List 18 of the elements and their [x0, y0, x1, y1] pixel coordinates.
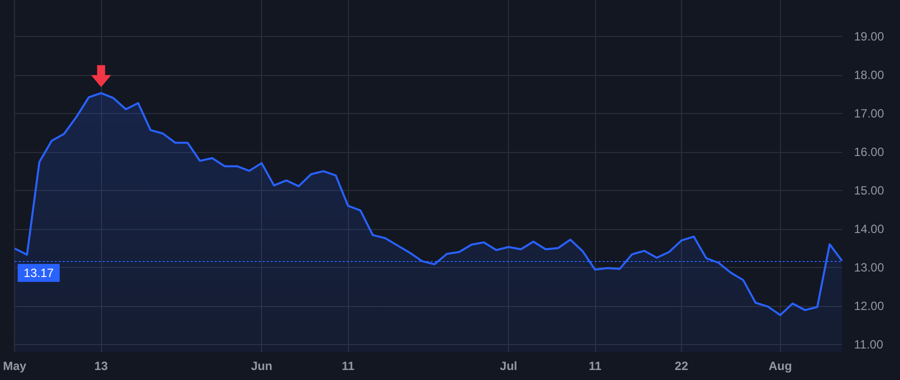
y-tick-label: 11.00: [854, 337, 884, 352]
y-tick-label: 16.00: [854, 144, 884, 159]
ref-line-label: 13.17: [24, 266, 54, 280]
x-tick-label: May: [3, 359, 27, 373]
y-tick-label: 17.00: [854, 106, 884, 120]
x-tick-label: Jul: [500, 359, 518, 373]
y-tick-label: 18.00: [854, 68, 884, 82]
y-tick-label: 13.00: [854, 260, 884, 274]
x-tick-label: 11: [588, 359, 602, 373]
y-tick-label: 15.00: [854, 183, 884, 198]
x-tick-label: 11: [342, 359, 355, 373]
x-tick-label: Jun: [250, 359, 272, 373]
y-tick-label: 12.00: [854, 298, 884, 313]
x-tick-label: Aug: [768, 359, 792, 373]
y-tick-label: 14.00: [854, 222, 884, 236]
y-tick-label: 19.00: [854, 30, 884, 44]
x-tick-label: 13: [94, 359, 108, 373]
x-tick-label: 22: [674, 359, 688, 373]
